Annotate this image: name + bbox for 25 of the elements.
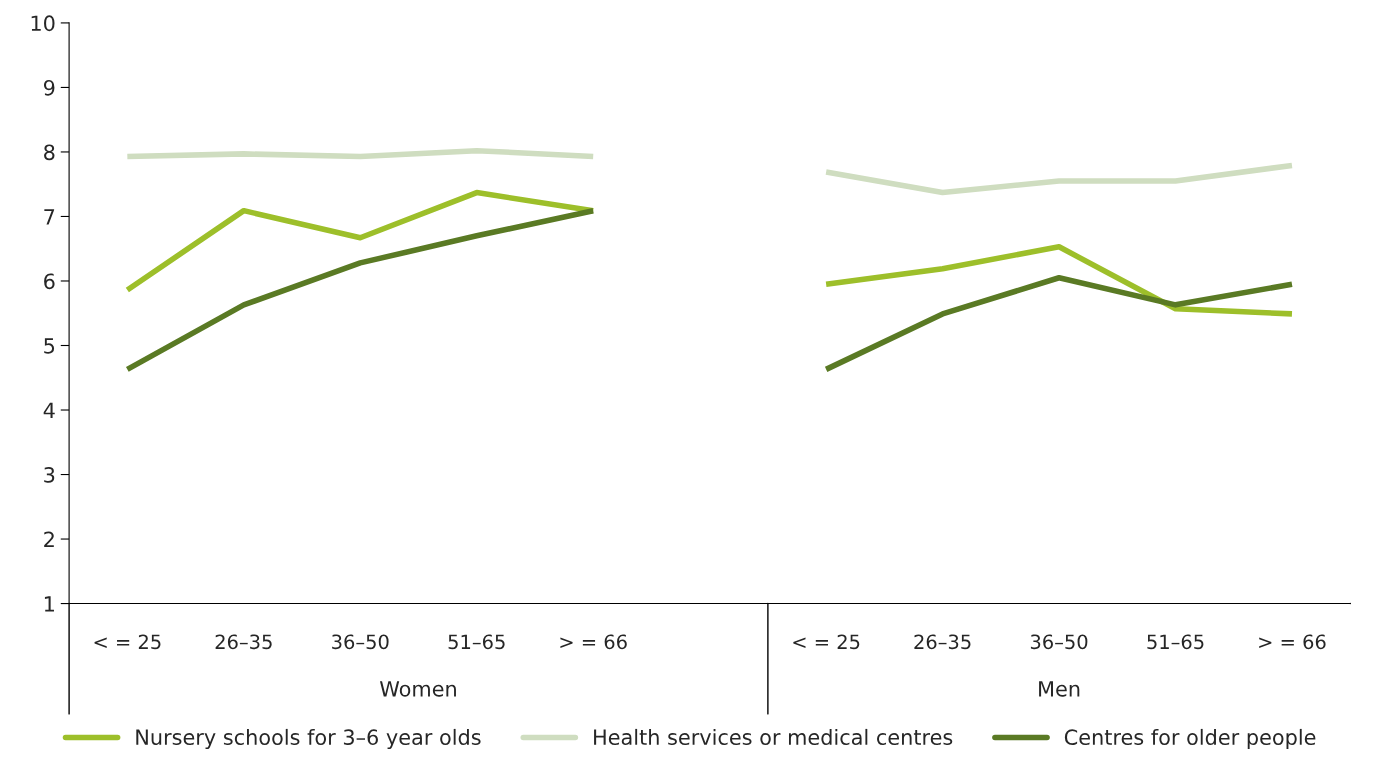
y-tick-label: 6 <box>44 273 55 290</box>
x-tick-label: 36–50 <box>332 634 389 650</box>
y-tick-label: 2 <box>44 531 54 547</box>
x-tick-label: 51–65 <box>448 634 505 650</box>
x-tick-label: < = 25 <box>94 634 161 650</box>
y-tick-label: 1 <box>44 596 54 612</box>
x-tick-label: > = 66 <box>560 634 627 650</box>
text: Women <box>379 681 456 697</box>
y-tick-label: 5 <box>44 338 55 354</box>
y-tick-label: 10 <box>31 15 55 32</box>
legend-label: Health services or medical centres <box>594 728 953 746</box>
x-tick-label: 26–35 <box>215 634 272 650</box>
x-tick-label: 26–35 <box>914 634 971 650</box>
y-tick-label: 9 <box>43 79 55 96</box>
legend-label: Nursery schools for 3–6 year olds <box>136 728 481 750</box>
x-tick-label: 36–50 <box>1030 634 1088 650</box>
x-tick-label: < = 25 <box>793 634 860 650</box>
text: Men <box>1039 681 1080 697</box>
y-tick-label: 7 <box>44 209 55 225</box>
y-tick-label: 3 <box>44 466 55 483</box>
x-tick-label: > = 66 <box>1259 634 1326 650</box>
y-tick-label: 4 <box>43 402 55 418</box>
legend-label: Centres for older people <box>1064 728 1316 750</box>
y-tick-label: 8 <box>44 144 55 161</box>
x-tick-label: 51–65 <box>1147 634 1204 650</box>
